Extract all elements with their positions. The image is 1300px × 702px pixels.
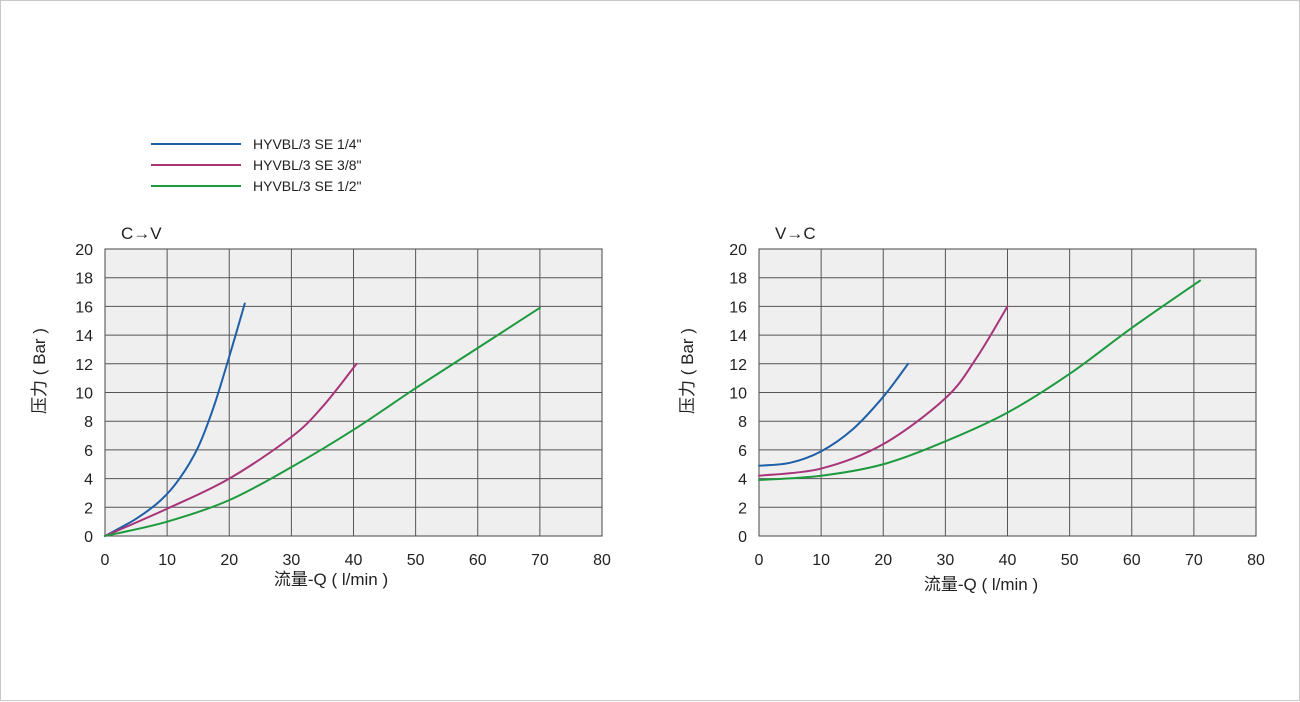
y-tick-label: 10 bbox=[75, 386, 93, 403]
x-axis-label: 流量-Q ( l/min ) bbox=[274, 570, 388, 589]
y-tick-label: 16 bbox=[75, 299, 93, 316]
y-tick-label: 14 bbox=[729, 328, 747, 345]
y-tick-label: 8 bbox=[84, 414, 93, 431]
x-tick-label: 60 bbox=[1123, 552, 1141, 569]
x-tick-label: 80 bbox=[593, 552, 611, 569]
series-line-1 bbox=[104, 362, 358, 537]
y-tick-label: 6 bbox=[84, 443, 93, 460]
chart-c-to-v: 0 10 20 30 40 50 60 70 80 0 2 4 6 8 10 12 14 16 18 20 C→V 流量-… bbox=[30, 224, 611, 589]
legend-label-0: HYVBL/3 SE 1/4" bbox=[253, 136, 362, 152]
x-tick-label: 0 bbox=[101, 552, 110, 569]
y-tick-label: 10 bbox=[729, 386, 747, 403]
x-tick-label: 40 bbox=[345, 552, 363, 569]
x-tick-label: 70 bbox=[1185, 552, 1203, 569]
x-tick-label: 50 bbox=[1061, 552, 1079, 569]
legend: HYVBL/3 SE 1/4" HYVBL/3 SE 3/8" HYVBL/3 SE… bbox=[151, 136, 362, 194]
y-tick-label: 0 bbox=[84, 529, 93, 546]
x-tick-label: 0 bbox=[755, 552, 764, 569]
x-tick-label: 60 bbox=[469, 552, 487, 569]
y-tick-label: 16 bbox=[729, 299, 747, 316]
chart-title: V→C bbox=[775, 224, 816, 243]
x-tick-label: 50 bbox=[407, 552, 425, 569]
series-line-0 bbox=[104, 302, 246, 537]
y-axis-label: 压力 ( Bar ) bbox=[30, 328, 49, 414]
x-tick-label: 30 bbox=[282, 552, 300, 569]
y-tick-label: 14 bbox=[75, 328, 93, 345]
x-tick-label: 10 bbox=[812, 552, 830, 569]
x-tick-label: 30 bbox=[936, 552, 954, 569]
y-axis-label: 压力 ( Bar ) bbox=[678, 328, 697, 414]
y-tick-label: 8 bbox=[738, 414, 747, 431]
chart-v-to-c: 0 10 20 30 40 50 60 70 80 0 2 4 6 8 10 12 14 16 18 20 V→C 流量-… bbox=[678, 224, 1265, 594]
y-tick-label: 2 bbox=[738, 500, 747, 517]
y-tick-label: 12 bbox=[75, 357, 93, 374]
y-tick-label: 20 bbox=[75, 242, 93, 259]
y-tick-label: 4 bbox=[84, 472, 93, 489]
y-tick-label: 18 bbox=[729, 271, 747, 288]
x-tick-label: 40 bbox=[999, 552, 1017, 569]
legend-label-1: HYVBL/3 SE 3/8" bbox=[253, 157, 362, 173]
x-tick-label: 70 bbox=[531, 552, 549, 569]
series-line-2 bbox=[758, 279, 1202, 482]
y-tick-label: 4 bbox=[738, 472, 747, 489]
x-tick-label: 80 bbox=[1247, 552, 1265, 569]
x-tick-label: 20 bbox=[220, 552, 238, 569]
y-tick-label: 2 bbox=[84, 500, 93, 517]
chart-title: C→V bbox=[121, 224, 162, 243]
series-line-2 bbox=[104, 306, 541, 537]
y-tick-label: 6 bbox=[738, 443, 747, 460]
series-line-0 bbox=[758, 362, 910, 467]
x-tick-label: 10 bbox=[158, 552, 176, 569]
y-tick-label: 18 bbox=[75, 271, 93, 288]
series-line-1 bbox=[758, 305, 1009, 477]
x-tick-label: 20 bbox=[874, 552, 892, 569]
legend-label-2: HYVBL/3 SE 1/2" bbox=[253, 178, 362, 194]
x-axis-label: 流量-Q ( l/min ) bbox=[924, 575, 1038, 594]
y-tick-label: 0 bbox=[738, 529, 747, 546]
y-tick-label: 20 bbox=[729, 242, 747, 259]
y-tick-label: 12 bbox=[729, 357, 747, 374]
